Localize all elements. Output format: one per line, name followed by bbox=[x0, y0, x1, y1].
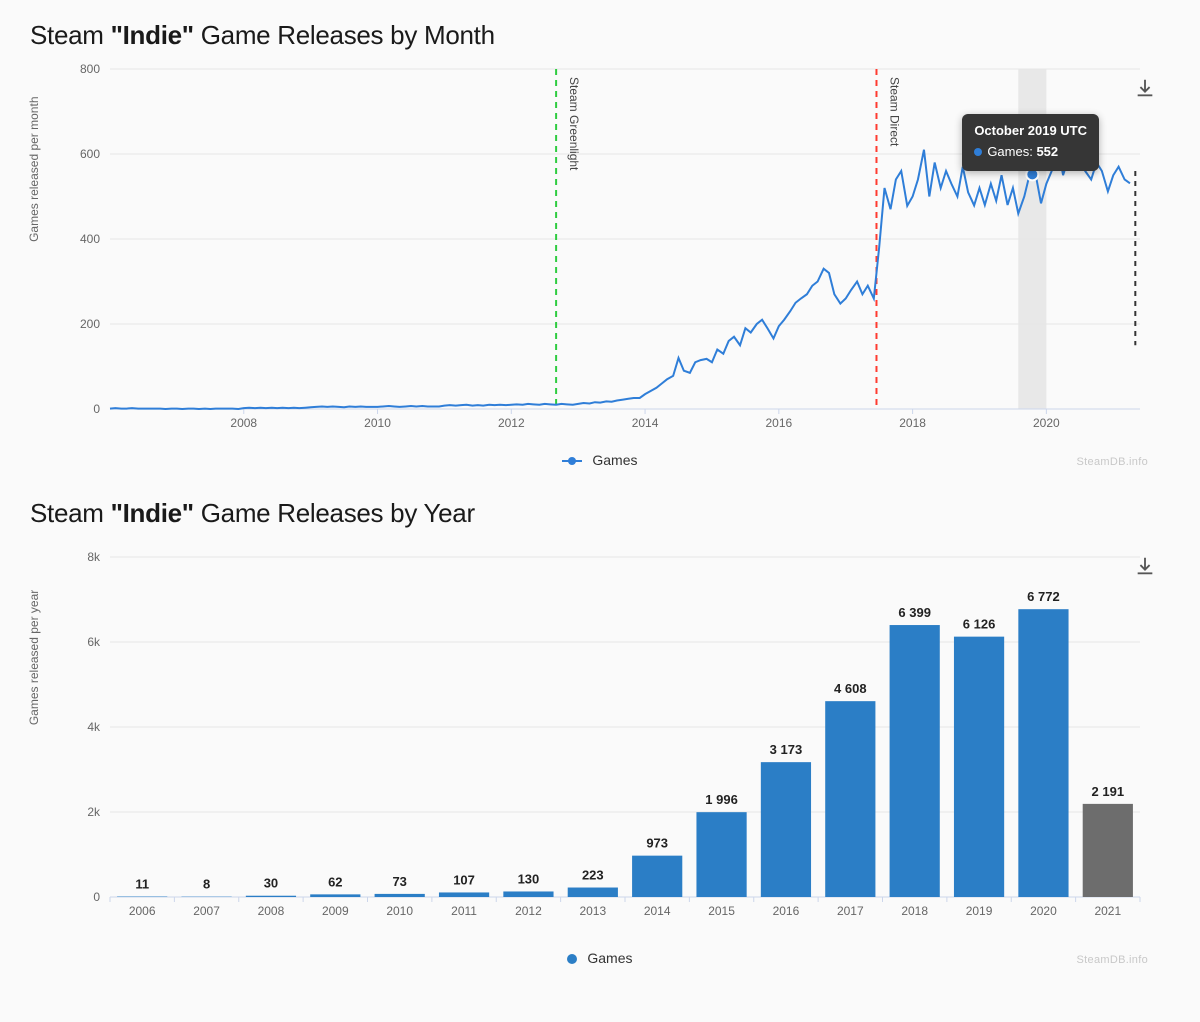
svg-text:30: 30 bbox=[264, 876, 278, 891]
svg-text:2014: 2014 bbox=[632, 416, 659, 430]
svg-text:600: 600 bbox=[80, 147, 100, 161]
svg-text:2016: 2016 bbox=[773, 904, 800, 918]
svg-text:0: 0 bbox=[93, 890, 100, 904]
svg-text:2016: 2016 bbox=[765, 416, 792, 430]
svg-text:2015: 2015 bbox=[708, 904, 735, 918]
yearly-y-axis-label: Games released per year bbox=[27, 589, 41, 724]
monthly-chart-section: Steam "Indie" Game Releases by Month Gam… bbox=[30, 20, 1170, 468]
yearly-chart-section: Steam "Indie" Game Releases by Year Game… bbox=[30, 498, 1170, 966]
svg-text:8: 8 bbox=[203, 877, 210, 892]
svg-text:107: 107 bbox=[453, 872, 475, 887]
title-text: Steam bbox=[30, 498, 111, 528]
svg-text:400: 400 bbox=[80, 232, 100, 246]
download-icon[interactable] bbox=[1134, 77, 1156, 99]
svg-text:2020: 2020 bbox=[1033, 416, 1060, 430]
tooltip-value: 552 bbox=[1036, 144, 1058, 159]
legend-label: Games bbox=[592, 452, 637, 468]
svg-text:2008: 2008 bbox=[258, 904, 285, 918]
svg-text:2008: 2008 bbox=[230, 416, 257, 430]
svg-text:1 996: 1 996 bbox=[705, 792, 738, 807]
svg-text:8k: 8k bbox=[87, 550, 101, 564]
svg-text:973: 973 bbox=[646, 836, 668, 851]
download-icon[interactable] bbox=[1134, 555, 1156, 577]
svg-text:4k: 4k bbox=[87, 720, 101, 734]
title-text: Steam bbox=[30, 20, 111, 50]
legend-marker-icon bbox=[562, 460, 582, 462]
svg-text:2009: 2009 bbox=[322, 904, 349, 918]
monthly-chart-box: Games released per month 020040060080020… bbox=[40, 59, 1160, 468]
title-text: Game Releases by Month bbox=[194, 20, 495, 50]
svg-text:2018: 2018 bbox=[899, 416, 926, 430]
svg-text:Steam Direct: Steam Direct bbox=[887, 77, 901, 147]
svg-text:Steam Greenlight: Steam Greenlight bbox=[567, 77, 581, 171]
svg-text:3 173: 3 173 bbox=[770, 742, 803, 757]
svg-text:11: 11 bbox=[135, 877, 149, 892]
monthly-y-axis-label: Games released per month bbox=[27, 96, 41, 241]
svg-text:2020: 2020 bbox=[1030, 904, 1057, 918]
svg-text:73: 73 bbox=[392, 874, 406, 889]
monthly-chart-title: Steam "Indie" Game Releases by Month bbox=[30, 20, 1170, 51]
title-text: Game Releases by Year bbox=[194, 498, 475, 528]
svg-text:62: 62 bbox=[328, 874, 342, 889]
yearly-legend[interactable]: Games bbox=[40, 950, 1160, 966]
watermark-text: SteamDB.info bbox=[1077, 954, 1148, 966]
svg-text:2011: 2011 bbox=[451, 904, 477, 918]
watermark-text: SteamDB.info bbox=[1077, 456, 1148, 468]
svg-text:2010: 2010 bbox=[386, 904, 413, 918]
svg-text:2012: 2012 bbox=[515, 904, 542, 918]
svg-text:6 126: 6 126 bbox=[963, 617, 996, 632]
svg-text:2006: 2006 bbox=[129, 904, 156, 918]
svg-text:200: 200 bbox=[80, 317, 100, 331]
svg-text:2017: 2017 bbox=[837, 904, 864, 918]
svg-text:2 191: 2 191 bbox=[1092, 784, 1125, 799]
svg-text:6k: 6k bbox=[87, 635, 101, 649]
svg-text:2019: 2019 bbox=[966, 904, 993, 918]
legend-marker-icon bbox=[567, 954, 577, 964]
svg-text:800: 800 bbox=[80, 62, 100, 76]
svg-text:2k: 2k bbox=[87, 805, 101, 819]
tooltip-series-dot bbox=[974, 148, 982, 156]
tooltip-series-label: Games bbox=[987, 144, 1029, 159]
svg-text:2010: 2010 bbox=[364, 416, 391, 430]
yearly-chart-svg: 0 2k 4k 6k 8k 11 2006 8 2007 30 2008 62 2009 73 2010 10… bbox=[40, 537, 1160, 937]
yearly-chart-title: Steam "Indie" Game Releases by Year bbox=[30, 498, 1170, 529]
svg-text:223: 223 bbox=[582, 868, 604, 883]
svg-text:6 399: 6 399 bbox=[898, 605, 931, 620]
chart-tooltip: October 2019 UTC Games: 552 bbox=[962, 114, 1099, 170]
yearly-chart-box: Games released per year 02k4k6k8k1120068… bbox=[40, 537, 1160, 966]
svg-text:2007: 2007 bbox=[193, 904, 220, 918]
legend-label: Games bbox=[587, 950, 632, 966]
svg-text:4 608: 4 608 bbox=[834, 681, 867, 696]
monthly-legend[interactable]: Games bbox=[40, 452, 1160, 468]
svg-text:2018: 2018 bbox=[901, 904, 928, 918]
svg-text:2021: 2021 bbox=[1094, 904, 1121, 918]
title-bold: "Indie" bbox=[111, 20, 194, 50]
tooltip-title: October 2019 UTC bbox=[974, 122, 1087, 140]
svg-text:2012: 2012 bbox=[498, 416, 525, 430]
svg-text:2013: 2013 bbox=[579, 904, 606, 918]
svg-text:6 772: 6 772 bbox=[1027, 589, 1060, 604]
title-bold: "Indie" bbox=[111, 498, 194, 528]
svg-text:2014: 2014 bbox=[644, 904, 671, 918]
svg-text:130: 130 bbox=[518, 871, 540, 886]
svg-text:0: 0 bbox=[93, 402, 100, 416]
